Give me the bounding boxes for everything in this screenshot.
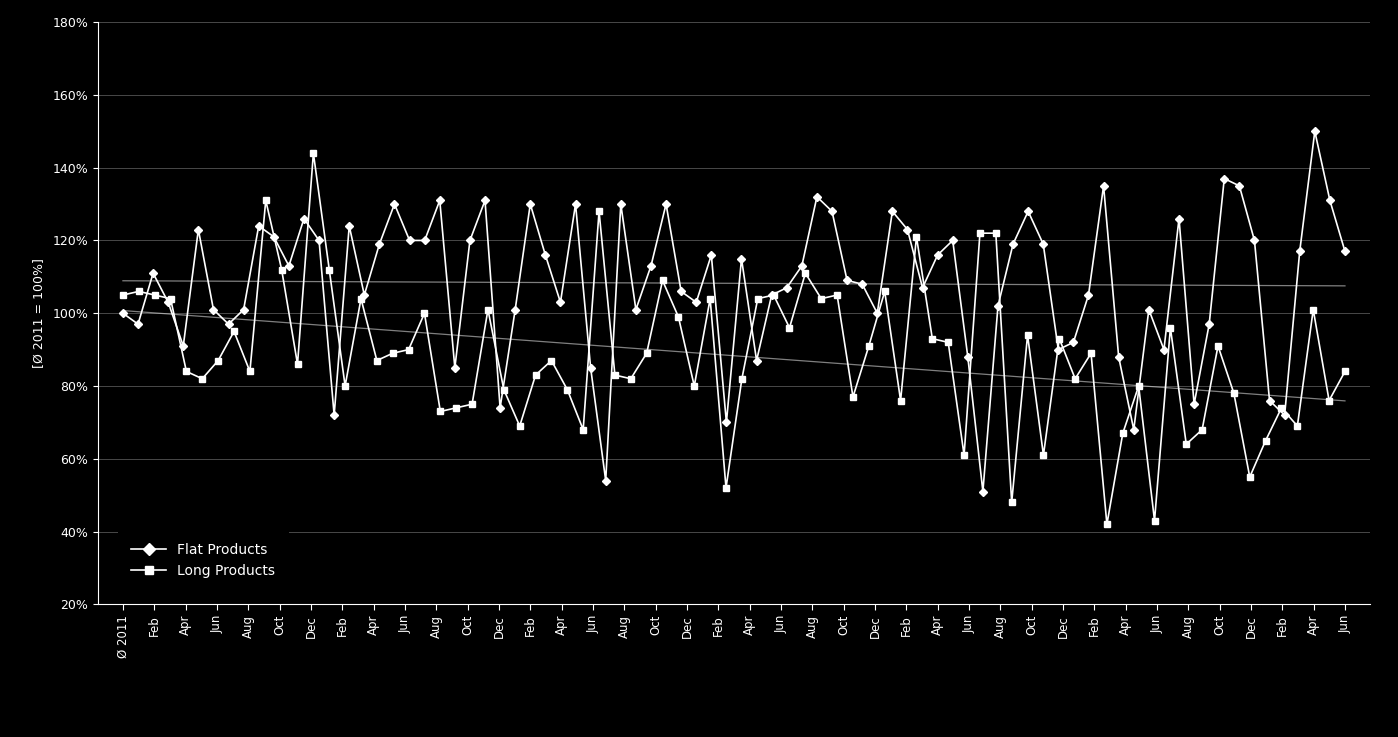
Y-axis label: [Ø 2011 = 100%]: [Ø 2011 = 100%] — [32, 258, 45, 368]
Long Products — [749, 294, 766, 303]
Long Products — [1336, 367, 1353, 376]
Line: Flat Products: Flat Products — [120, 128, 1348, 495]
Flat Products — [115, 309, 131, 318]
Long Products — [1004, 498, 1021, 507]
Long Products — [527, 371, 544, 380]
Flat Products — [688, 298, 705, 307]
Flat Products — [401, 236, 418, 245]
Flat Products — [1336, 247, 1353, 256]
Long Products — [305, 149, 322, 158]
Line: Long Products: Long Products — [120, 150, 1348, 528]
Long Products — [1099, 520, 1116, 528]
Legend: Flat Products, Long Products: Flat Products, Long Products — [117, 529, 289, 592]
Flat Products — [1110, 352, 1127, 361]
Flat Products — [1081, 290, 1097, 299]
Flat Products — [446, 363, 463, 372]
Flat Products — [1306, 127, 1323, 136]
Long Products — [194, 374, 211, 383]
Long Products — [654, 276, 671, 285]
Flat Products — [461, 236, 478, 245]
Flat Products — [974, 487, 991, 496]
Long Products — [337, 382, 354, 391]
Long Products — [115, 290, 131, 299]
